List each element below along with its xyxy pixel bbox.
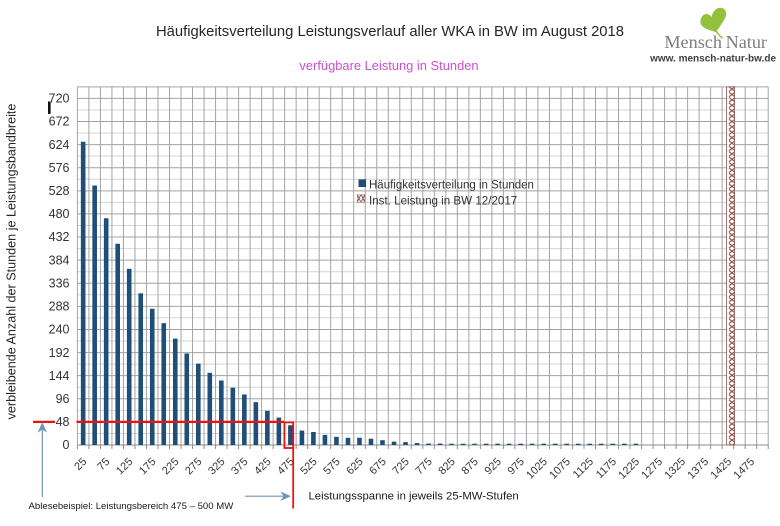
svg-text:48: 48 bbox=[56, 415, 70, 429]
svg-text:verfügbare Leistung in Stunden: verfügbare Leistung in Stunden bbox=[299, 58, 478, 73]
svg-text:288: 288 bbox=[49, 300, 70, 314]
svg-text:384: 384 bbox=[49, 253, 70, 267]
svg-text:192: 192 bbox=[49, 346, 70, 360]
svg-text:672: 672 bbox=[49, 115, 70, 129]
svg-text:Ablesebeispiel: Leistungsberei: Ablesebeispiel: Leistungsbereich 475 – 5… bbox=[29, 501, 235, 512]
svg-text:720: 720 bbox=[49, 92, 70, 106]
svg-text:144: 144 bbox=[49, 369, 70, 383]
svg-text:432: 432 bbox=[49, 230, 70, 244]
svg-text:336: 336 bbox=[49, 276, 70, 290]
svg-text:Leistungsspanne in jeweils 25-: Leistungsspanne in jeweils 25-MW-Stufen bbox=[309, 491, 519, 503]
svg-text:96: 96 bbox=[56, 392, 70, 406]
svg-text:Häufigkeitsverteilung in Stund: Häufigkeitsverteilung in Stunden bbox=[369, 180, 534, 192]
svg-text:www. mensch-natur-bw.de: www. mensch-natur-bw.de bbox=[649, 54, 776, 65]
svg-text:528: 528 bbox=[49, 184, 70, 198]
svg-text:verbleibende Anzahl der Stunde: verbleibende Anzahl der Stunden je Leist… bbox=[5, 104, 19, 420]
svg-text:Inst. Leistung in BW 12/2017: Inst. Leistung in BW 12/2017 bbox=[369, 195, 517, 208]
svg-text:Mensch Natur: Mensch Natur bbox=[664, 32, 767, 52]
svg-text:0: 0 bbox=[63, 438, 70, 452]
svg-text:624: 624 bbox=[49, 138, 70, 152]
svg-text:576: 576 bbox=[49, 161, 70, 175]
svg-text:480: 480 bbox=[49, 207, 70, 221]
svg-text:240: 240 bbox=[49, 323, 70, 337]
svg-text:Häufigkeitsverteilung Leistung: Häufigkeitsverteilung Leistungsverlauf a… bbox=[156, 24, 624, 40]
